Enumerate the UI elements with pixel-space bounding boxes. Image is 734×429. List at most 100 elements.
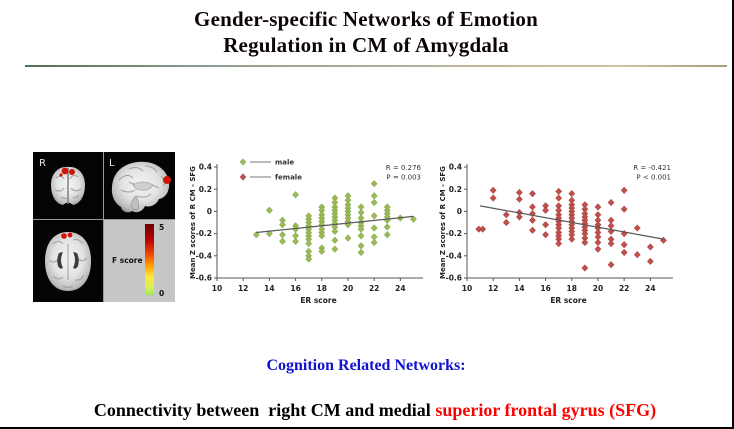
x-tick-label: 16 <box>290 284 300 293</box>
x-tick-label: 16 <box>540 284 550 293</box>
scatter-point <box>646 257 654 266</box>
stats-annotation: R = 0.276 <box>386 164 422 172</box>
legend-marker <box>239 158 247 166</box>
x-axis-title: ER score <box>300 296 336 305</box>
scatter-point <box>515 213 523 221</box>
scatter-point <box>489 194 497 202</box>
scatter-point <box>305 255 313 263</box>
scatter-point <box>633 251 641 259</box>
x-axis-title: ER score <box>550 296 586 305</box>
legend-marker <box>239 173 247 181</box>
scatter-point <box>502 218 510 227</box>
y-tick-label: 0 <box>207 207 212 216</box>
scatter-point <box>357 232 365 240</box>
colorbar-quadrant <box>104 220 175 302</box>
scatter-point <box>357 242 365 250</box>
colorbar-min-label: 0 <box>159 289 164 298</box>
y-tick-label: 0.2 <box>199 185 212 194</box>
scatter-point <box>279 231 286 239</box>
left-hemisphere-label: L <box>109 158 115 169</box>
female-scatter-plot: 10 12 14 16 18 20 22 24 0.4 0.2 0 -0.2 -0.4 -0.6 ER sc… <box>439 163 673 305</box>
y-tick-label: -0.2 <box>446 229 462 238</box>
scatter-point <box>357 248 365 257</box>
x-tick-label: 20 <box>593 284 603 293</box>
x-tick-label: 10 <box>212 284 222 293</box>
scatter-point <box>660 236 667 244</box>
scatter-point <box>318 247 326 256</box>
scatter-point <box>265 229 273 238</box>
scatter-point <box>646 243 654 251</box>
legend-label: male <box>275 159 294 167</box>
x-tick-label: 14 <box>264 284 274 293</box>
scatter-point <box>568 189 576 198</box>
slide-title: Gender-specific Networks of Emotion Regu… <box>0 6 732 58</box>
x-tick-label: 20 <box>343 284 353 293</box>
footer-caption-black: Connectivity between right CM and medial <box>93 400 436 420</box>
colorbar-max-label: 5 <box>159 223 164 232</box>
scatter-point <box>292 191 300 199</box>
scatter-point <box>479 225 487 233</box>
scatter-point <box>344 234 352 242</box>
x-tick-label: 22 <box>369 284 379 293</box>
scatter-point <box>568 235 576 243</box>
x-tick-label: 24 <box>645 284 655 293</box>
scatter-point <box>305 239 313 248</box>
scatter-point <box>594 203 602 211</box>
scatter-point <box>607 198 615 207</box>
scatter-point <box>502 211 510 219</box>
y-tick-label: -0.4 <box>196 251 212 260</box>
scatter-point <box>265 206 273 214</box>
scatter-point <box>515 195 523 203</box>
scatter-point <box>529 216 536 224</box>
scatter-point <box>542 231 550 239</box>
y-axis-title: Mean Z scores of R CM - SFG <box>189 166 197 279</box>
scatter-point <box>331 227 339 236</box>
scatter-point <box>529 189 536 198</box>
scatter-point <box>594 245 602 253</box>
scatter-point <box>252 231 260 239</box>
scatter-point <box>370 238 378 247</box>
stats-annotation: P < 0.001 <box>636 174 671 182</box>
y-tick-label: -0.6 <box>446 274 462 283</box>
trend-line <box>256 215 414 234</box>
f-score-colorbar: 5 0 F score <box>112 223 164 298</box>
scatter-point <box>633 224 641 232</box>
scatter-point <box>331 245 339 253</box>
scatter-point <box>581 238 589 247</box>
x-tick-label: 22 <box>619 284 629 293</box>
scatter-point <box>620 205 628 213</box>
scatter-point <box>529 226 536 234</box>
footer-caption: Connectivity between right CM and medial… <box>0 379 732 427</box>
y-tick-label: -0.2 <box>196 229 212 238</box>
title-line-2: Regulation in CM of Amygdala <box>223 33 509 57</box>
y-tick-label: 0.2 <box>449 185 462 194</box>
footer-caption-red: superior frontal gyrus (SFG) <box>435 400 657 420</box>
footer-heading-text: Cognition Related Networks: <box>266 357 466 374</box>
y-tick-label: -0.6 <box>196 274 212 283</box>
sagittal-brain-slice <box>111 161 171 213</box>
scatter-point <box>292 237 300 246</box>
scatter-point <box>370 224 378 232</box>
scatter-point <box>529 203 536 211</box>
brain-activation-panel: R L 5 0 F score <box>33 152 175 302</box>
scatter-point <box>318 232 326 240</box>
legend-label: female <box>275 174 302 182</box>
scatter-point <box>370 192 378 200</box>
male-scatter-plot: 10 12 14 16 18 20 22 24 0.4 0.2 0 -0.2 -0.4 -0.6 ER sc… <box>189 158 423 305</box>
scatter-point <box>410 215 417 223</box>
y-tick-label: -0.4 <box>446 251 462 260</box>
scatter-point <box>620 186 628 194</box>
y-tick-label: 0.4 <box>199 163 212 172</box>
stats-annotation: R = -0.421 <box>633 164 671 172</box>
scatter-point <box>279 237 286 246</box>
x-tick-label: 24 <box>395 284 405 293</box>
scatter-point <box>620 241 628 249</box>
scatter-point <box>620 248 628 257</box>
scatter-point <box>489 186 497 194</box>
scatter-point <box>383 223 391 231</box>
trend-line <box>479 205 664 240</box>
scatter-point <box>555 239 563 248</box>
scatter-point <box>331 236 339 244</box>
scatter-point <box>370 179 378 188</box>
